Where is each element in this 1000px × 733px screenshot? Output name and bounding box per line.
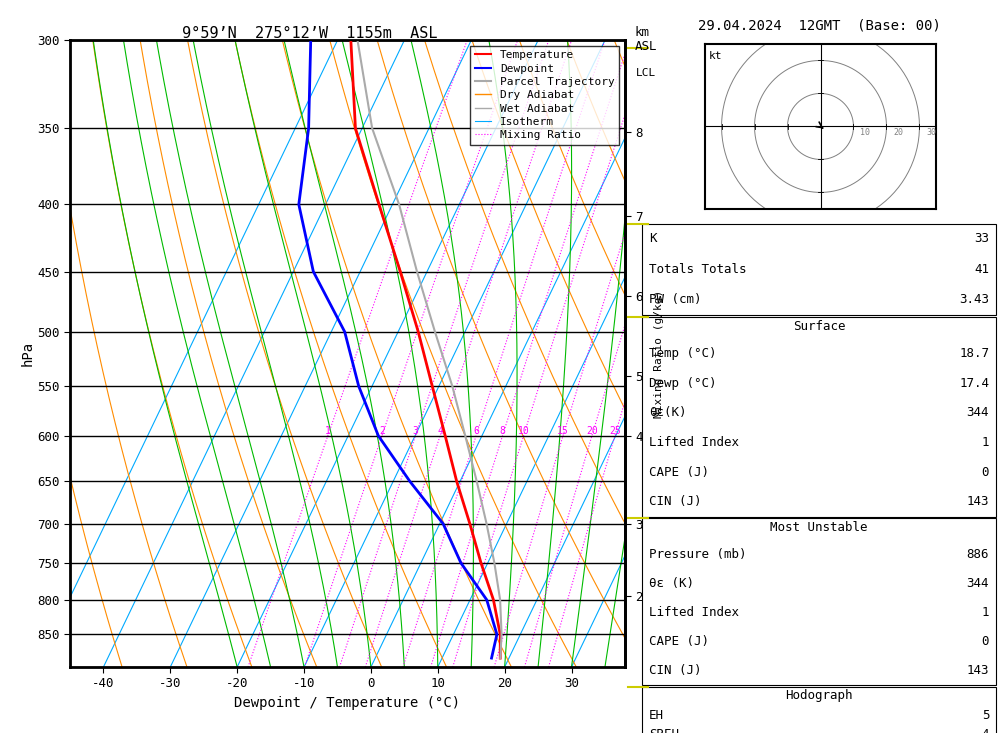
Text: Most Unstable: Most Unstable (770, 521, 868, 534)
Text: PW (cm): PW (cm) (649, 293, 701, 306)
Text: 17.4: 17.4 (959, 377, 989, 390)
Text: 344: 344 (967, 406, 989, 419)
Text: 6: 6 (473, 426, 479, 435)
Text: 1: 1 (982, 606, 989, 619)
Text: Totals Totals: Totals Totals (649, 263, 746, 276)
Text: km: km (635, 26, 650, 39)
Text: kt: kt (708, 51, 722, 61)
X-axis label: Dewpoint / Temperature (°C): Dewpoint / Temperature (°C) (234, 696, 461, 710)
Text: CIN (J): CIN (J) (649, 664, 701, 677)
Text: 4: 4 (982, 729, 989, 733)
Text: Dewp (°C): Dewp (°C) (649, 377, 716, 390)
Text: CAPE (J): CAPE (J) (649, 636, 709, 648)
Text: EH: EH (649, 709, 664, 721)
Legend: Temperature, Dewpoint, Parcel Trajectory, Dry Adiabat, Wet Adiabat, Isotherm, Mi: Temperature, Dewpoint, Parcel Trajectory… (470, 46, 619, 144)
Text: 0: 0 (982, 636, 989, 648)
Text: 10: 10 (518, 426, 529, 435)
Text: θε(K): θε(K) (649, 406, 686, 419)
Text: Lifted Index: Lifted Index (649, 436, 739, 449)
Text: CIN (J): CIN (J) (649, 496, 701, 509)
Text: 25: 25 (609, 426, 621, 435)
Text: 344: 344 (967, 578, 989, 590)
Text: 2: 2 (379, 426, 385, 435)
Text: ASL: ASL (635, 40, 658, 54)
Text: Lifted Index: Lifted Index (649, 606, 739, 619)
Text: Surface: Surface (793, 320, 845, 333)
Text: 8: 8 (500, 426, 505, 435)
Text: 18.7: 18.7 (959, 347, 989, 360)
Text: SREH: SREH (649, 729, 679, 733)
Text: Hodograph: Hodograph (785, 689, 853, 702)
Y-axis label: Mixing Ratio (g/kg): Mixing Ratio (g/kg) (654, 290, 664, 418)
Text: 10: 10 (860, 128, 870, 136)
Text: 15: 15 (557, 426, 569, 435)
Y-axis label: hPa: hPa (20, 341, 34, 366)
Text: 0: 0 (982, 465, 989, 479)
Text: θε (K): θε (K) (649, 578, 694, 590)
Text: Pressure (mb): Pressure (mb) (649, 548, 746, 561)
Text: 41: 41 (974, 263, 989, 276)
Text: 3.43: 3.43 (959, 293, 989, 306)
Text: 1: 1 (982, 436, 989, 449)
Text: 3: 3 (413, 426, 418, 435)
Text: 9°59’N  275°12’W  1155m  ASL: 9°59’N 275°12’W 1155m ASL (182, 26, 438, 40)
Text: LCL: LCL (636, 68, 656, 78)
Text: K: K (649, 232, 656, 246)
Text: 4: 4 (437, 426, 443, 435)
Text: 5: 5 (982, 709, 989, 721)
Text: 29.04.2024  12GMT  (Base: 00): 29.04.2024 12GMT (Base: 00) (698, 18, 940, 32)
Text: 20: 20 (586, 426, 598, 435)
Text: 33: 33 (974, 232, 989, 246)
Text: CAPE (J): CAPE (J) (649, 465, 709, 479)
Text: 143: 143 (967, 664, 989, 677)
Text: Temp (°C): Temp (°C) (649, 347, 716, 360)
Text: 143: 143 (967, 496, 989, 509)
Text: 30: 30 (926, 128, 936, 136)
Text: 886: 886 (967, 548, 989, 561)
Text: 1: 1 (325, 426, 331, 435)
Text: 20: 20 (893, 128, 903, 136)
